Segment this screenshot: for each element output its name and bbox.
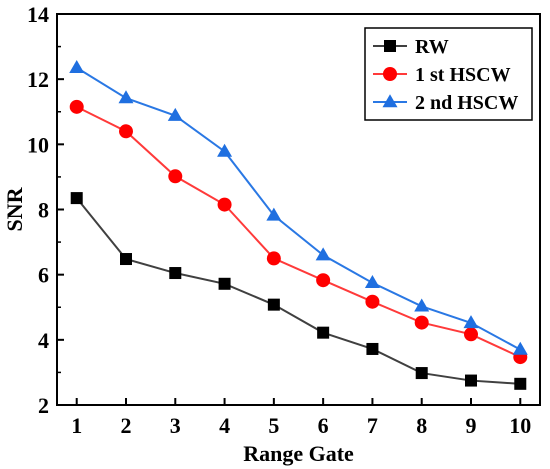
x-tick-label: 7 [367, 413, 378, 438]
x-tick-label: 6 [318, 413, 329, 438]
legend-item: 1 st HSCW [373, 64, 511, 86]
data-point [168, 169, 183, 184]
y-axis-ticks: 2 4 6 8 10 12 14 [27, 2, 64, 418]
data-point [364, 275, 380, 289]
y-axis-title: SNR [2, 186, 27, 231]
y-tick-label: 14 [27, 2, 49, 27]
legend-label: 1 st HSCW [415, 64, 511, 86]
y-tick-label: 4 [38, 328, 49, 353]
series-1 [69, 99, 528, 365]
data-point [316, 273, 331, 288]
legend-marker [382, 94, 398, 108]
y-tick-label: 10 [27, 132, 49, 157]
series-line [75, 197, 521, 385]
x-tick-label: 8 [416, 413, 427, 438]
data-point [218, 277, 231, 290]
data-point [463, 315, 479, 329]
data-point [414, 298, 430, 312]
data-point [267, 298, 280, 311]
legend-item: 2 nd HSCW [373, 92, 518, 114]
series-2 [69, 59, 528, 355]
x-tick-label: 9 [466, 413, 477, 438]
data-point [120, 253, 132, 266]
legend-marker [384, 40, 396, 52]
series-line [76, 66, 521, 351]
data-point [414, 315, 429, 330]
x-tick-label: 1 [71, 413, 82, 438]
x-axis-ticks: 1 2 3 4 5 6 7 8 9 10 [71, 398, 531, 438]
data-point [217, 143, 233, 157]
y-tick-label: 8 [38, 198, 49, 223]
data-point [266, 207, 282, 221]
series-0 [70, 192, 527, 390]
x-tick-label: 10 [509, 413, 531, 438]
data-point [465, 374, 477, 387]
data-point [119, 124, 133, 139]
legend-item: RW [373, 36, 449, 58]
legend-label: 2 nd HSCW [415, 92, 518, 114]
y-tick-label: 6 [38, 263, 49, 288]
data-point [365, 294, 380, 309]
data-point [118, 90, 134, 104]
data-point [70, 192, 83, 205]
data-point [512, 341, 528, 355]
series-layer [69, 59, 528, 390]
data-point [217, 197, 232, 212]
data-point [69, 99, 84, 114]
x-axis-title: Range Gate [243, 441, 354, 466]
data-point [366, 342, 379, 355]
data-point [464, 327, 478, 342]
legend-label: RW [415, 36, 449, 58]
data-point [266, 251, 281, 266]
data-point [315, 247, 331, 261]
data-point [169, 267, 182, 280]
x-tick-label: 2 [121, 413, 132, 438]
y-tick-label: 12 [27, 67, 49, 92]
x-tick-label: 3 [170, 413, 181, 438]
data-point [317, 326, 330, 339]
x-tick-label: 5 [268, 413, 279, 438]
legend-marker [383, 67, 397, 81]
y-tick-label: 2 [38, 393, 49, 418]
data-point [167, 107, 183, 121]
data-point [514, 377, 527, 390]
legend: RW 1 st HSCW 2 nd HSCW [364, 27, 533, 121]
x-tick-label: 4 [219, 413, 230, 438]
data-point [69, 59, 85, 73]
data-point [415, 367, 428, 380]
plot-frame [56, 13, 541, 406]
series-line [76, 105, 521, 359]
